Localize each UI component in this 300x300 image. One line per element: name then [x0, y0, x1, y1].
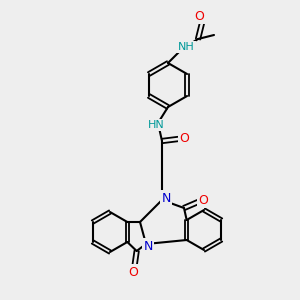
Text: N: N	[143, 239, 153, 253]
Text: O: O	[194, 10, 204, 22]
Text: HN: HN	[148, 120, 164, 130]
Text: NH: NH	[178, 42, 194, 52]
Text: N: N	[161, 191, 171, 205]
Text: O: O	[179, 131, 189, 145]
Text: O: O	[198, 194, 208, 206]
Text: O: O	[129, 266, 139, 278]
